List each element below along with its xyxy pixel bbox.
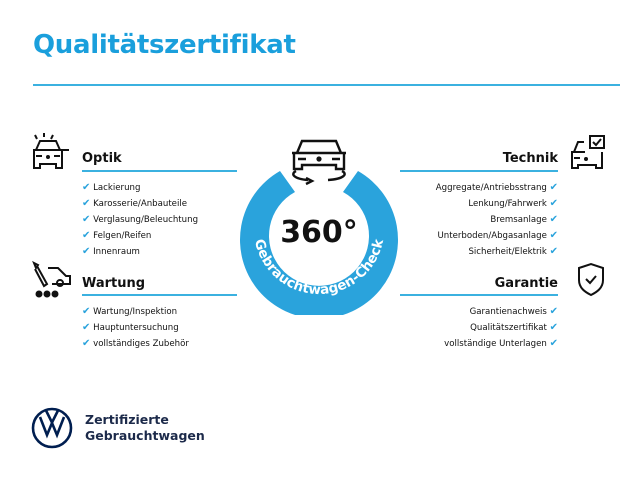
wartung-heading: Wartung — [82, 276, 146, 291]
optik-list: ✔ Lackierung ✔ Karosserie/Anbauteile ✔ V… — [82, 180, 198, 260]
car-rotate-icon — [292, 139, 346, 186]
check-icon: ✔ — [82, 182, 91, 193]
optik-heading: Optik — [82, 151, 122, 166]
list-item: Lenkung/Fahrwerk ✔ — [468, 198, 558, 209]
car-checkbox-icon — [571, 135, 605, 169]
check-icon: ✔ — [549, 230, 558, 241]
list-item: ✔ vollständiges Zubehör — [82, 338, 189, 349]
degrees-label: 360° — [280, 215, 358, 250]
wartung-divider — [82, 294, 237, 296]
car-lights-icon — [33, 133, 69, 169]
check-icon: ✔ — [549, 338, 558, 349]
list-item: ✔ Hauptuntersuchung — [82, 322, 179, 333]
wartung-list: ✔ Wartung/Inspektion ✔ Hauptuntersuchung… — [82, 304, 189, 352]
badge-ring — [240, 171, 398, 315]
list-item: ✔ Felgen/Reifen — [82, 230, 152, 241]
check-icon: ✔ — [549, 214, 558, 225]
check-icon: ✔ — [549, 246, 558, 257]
garantie-divider — [400, 294, 558, 296]
check-icon: ✔ — [82, 322, 91, 333]
shield-check-icon — [578, 262, 604, 297]
check-icon: ✔ — [549, 306, 558, 317]
title-divider — [33, 84, 620, 86]
list-item: Garantienachweis ✔ — [469, 306, 558, 317]
check-icon: ✔ — [82, 230, 91, 241]
optik-divider — [82, 170, 237, 172]
brand-line-1: Zertifizierte — [85, 412, 169, 427]
garantie-list: Garantienachweis ✔ Qualitätszertifikat ✔… — [444, 304, 558, 352]
list-item: ✔ Wartung/Inspektion — [82, 306, 178, 317]
list-item: ✔ Lackierung — [82, 182, 141, 193]
check-icon: ✔ — [82, 214, 91, 225]
check-icon: ✔ — [549, 182, 558, 193]
list-item: ✔ Innenraum — [82, 246, 140, 257]
check-icon: ✔ — [82, 246, 91, 257]
list-item: Qualitätszertifikat ✔ — [470, 322, 558, 333]
page-title: Qualitätszertifikat — [33, 30, 296, 60]
technik-heading: Technik — [502, 151, 558, 166]
360-check-badge: 360° Gebrauchtwagen-Check — [240, 139, 398, 315]
check-icon: ✔ — [82, 338, 91, 349]
technik-list: Aggregate/Antriebsstrang ✔ Lenkung/Fahrw… — [436, 180, 558, 260]
list-item: Sicherheit/Elektrik ✔ — [468, 246, 558, 257]
garantie-heading: Garantie — [494, 276, 558, 291]
technik-divider — [400, 170, 558, 172]
list-item: vollständige Unterlagen ✔ — [444, 338, 558, 349]
list-item: ✔ Karosserie/Anbauteile — [82, 198, 188, 209]
brand-line-2: Gebrauchtwagen — [85, 428, 205, 443]
check-icon: ✔ — [82, 306, 91, 317]
brand-text: Zertifizierte Gebrauchtwagen — [85, 412, 205, 444]
list-item: Aggregate/Antriebsstrang ✔ — [435, 182, 558, 193]
tools-car-icon — [32, 260, 71, 298]
check-icon: ✔ — [549, 198, 558, 209]
check-icon: ✔ — [82, 198, 91, 209]
list-item: ✔ Verglasung/Beleuchtung — [82, 214, 199, 225]
list-item: Unterboden/Abgasanlage ✔ — [437, 230, 559, 241]
list-item: Bremsanlage ✔ — [490, 214, 558, 225]
check-icon: ✔ — [549, 322, 558, 333]
vw-logo — [31, 407, 73, 449]
